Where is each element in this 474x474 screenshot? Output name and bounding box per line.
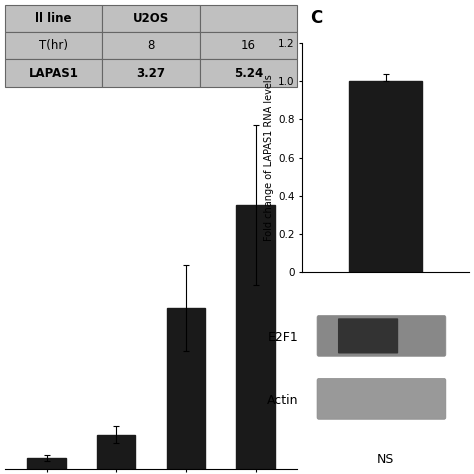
FancyBboxPatch shape	[317, 379, 446, 419]
Y-axis label: Fold change of LAPAS1 RNA levels: Fold change of LAPAS1 RNA levels	[264, 74, 273, 241]
Bar	[349, 81, 422, 272]
Bar	[237, 205, 275, 469]
Bar	[167, 309, 205, 469]
FancyBboxPatch shape	[317, 316, 446, 356]
Text: E2F1: E2F1	[268, 331, 299, 344]
FancyBboxPatch shape	[338, 319, 398, 354]
Text: NS: NS	[377, 454, 394, 466]
Text: C: C	[310, 9, 323, 27]
Bar	[27, 458, 66, 469]
Text: Actin: Actin	[267, 394, 299, 407]
Bar	[97, 435, 136, 469]
